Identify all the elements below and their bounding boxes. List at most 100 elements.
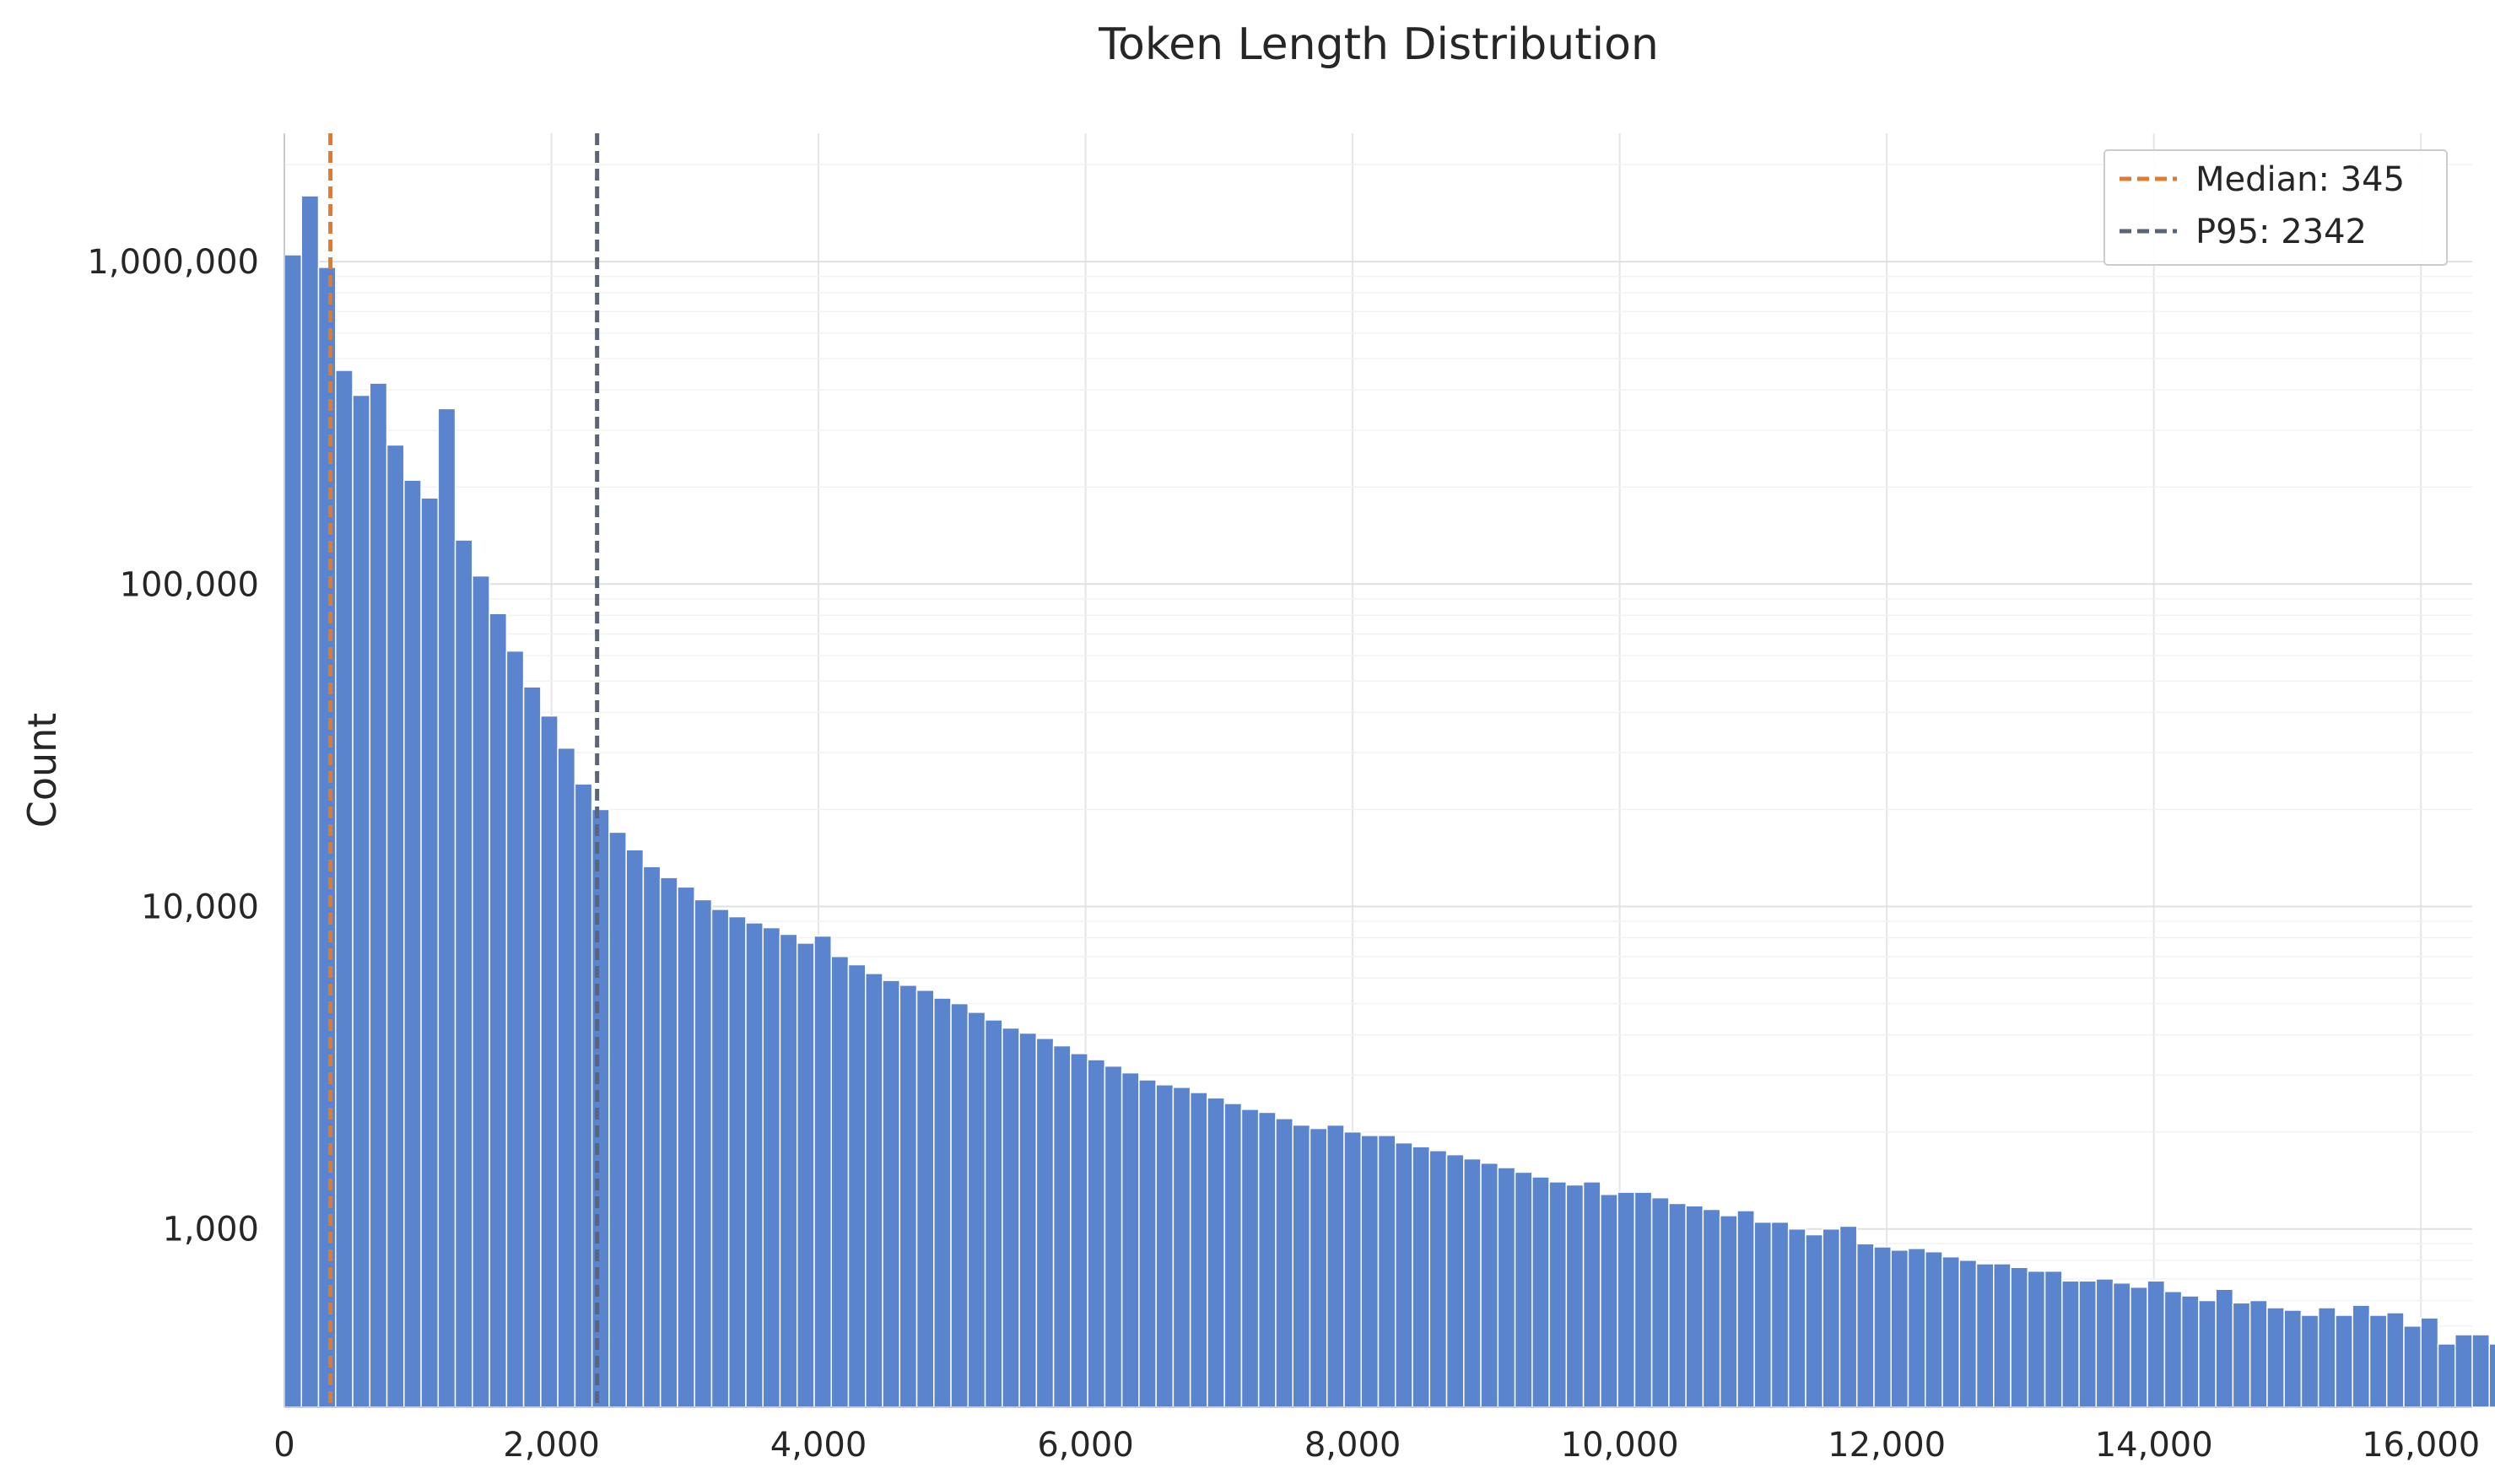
histogram-bar — [505, 650, 525, 1408]
histogram-bar — [557, 747, 576, 1408]
histogram-bar — [1548, 1181, 1568, 1408]
x-tick-label: 8,000 — [1304, 1426, 1401, 1465]
histogram-bar — [677, 886, 695, 1408]
histogram-bar — [2368, 1314, 2388, 1408]
x-tick-label: 12,000 — [1828, 1426, 1946, 1465]
histogram-bar — [1155, 1084, 1175, 1408]
histogram-bar — [1360, 1135, 1380, 1408]
histogram-bar — [2163, 1291, 2183, 1408]
histogram-bar — [437, 407, 456, 1408]
y-tick-label: 1,000 — [162, 1211, 259, 1249]
histogram-bar — [1941, 1255, 1961, 1408]
histogram-bar — [2352, 1304, 2371, 1408]
histogram-bar — [2044, 1270, 2063, 1408]
chart-title: Token Length Distribution — [1098, 19, 1659, 70]
histogram-bar — [1873, 1246, 1892, 1408]
histogram-bar — [2095, 1278, 2114, 1408]
histogram-bar — [1600, 1193, 1618, 1408]
legend-label: Median: 345 — [2195, 160, 2405, 199]
histogram-bar — [608, 831, 627, 1408]
histogram-bar — [2385, 1312, 2405, 1408]
histogram-bar — [830, 955, 850, 1408]
histogram-bar — [2420, 1317, 2439, 1408]
histogram-bar — [1326, 1124, 1345, 1408]
histogram-bar — [1805, 1233, 1823, 1408]
histogram-bar — [1855, 1243, 1875, 1408]
histogram-bar — [762, 926, 781, 1408]
histogram-bar — [659, 877, 678, 1408]
x-tick-label: 0 — [273, 1426, 294, 1465]
histogram-bar — [882, 979, 901, 1408]
histogram-bar — [1787, 1228, 1806, 1408]
histogram-bar — [454, 539, 473, 1408]
histogram-bar — [1650, 1196, 1670, 1408]
histogram-bar — [1070, 1053, 1088, 1408]
histogram-bar — [420, 497, 440, 1408]
histogram-bar — [1223, 1103, 1243, 1408]
histogram-bar — [1207, 1097, 1225, 1408]
histogram-bar — [540, 715, 559, 1408]
histogram-bar — [1958, 1259, 1978, 1408]
histogram-bar — [2249, 1299, 2268, 1408]
histogram-bar — [574, 783, 593, 1408]
histogram-bar — [522, 686, 542, 1408]
histogram-bar — [1719, 1215, 1738, 1408]
histogram-bar — [300, 195, 320, 1408]
histogram-bar — [1463, 1158, 1482, 1408]
legend-label: P95: 2342 — [2195, 213, 2367, 251]
y-tick-labels: 1,000 10,000 100,000 1,000,000 — [87, 243, 259, 1249]
x-tick-labels: 0 2,000 4,000 6,000 8,000 10,000 12,000 14,000 1… — [273, 1426, 2480, 1465]
histogram-bar — [2010, 1266, 2029, 1408]
histogram-bar — [2130, 1286, 2148, 1408]
histogram-bar — [1343, 1131, 1362, 1408]
bars — [284, 195, 2495, 1408]
histogram-bar — [1087, 1059, 1106, 1408]
histogram-bar — [1018, 1032, 1038, 1408]
histogram-bar — [1685, 1205, 1704, 1408]
x-tick-label: 6,000 — [1037, 1426, 1134, 1465]
histogram-bar — [1480, 1162, 1499, 1408]
histogram-bar — [1121, 1071, 1140, 1408]
histogram-bar — [1753, 1221, 1773, 1408]
histogram-bar — [1993, 1263, 2012, 1408]
histogram-bar — [2437, 1343, 2456, 1408]
histogram-bar — [2403, 1325, 2422, 1408]
histogram-bar — [933, 997, 952, 1408]
histogram-bar — [1275, 1118, 1293, 1408]
histogram-bar — [779, 933, 798, 1408]
histogram-bar — [1822, 1228, 1841, 1408]
histogram-bar — [1309, 1127, 1328, 1408]
histogram-bar — [967, 1012, 986, 1408]
histogram-bar — [352, 394, 371, 1408]
histogram-bar — [1736, 1210, 1755, 1408]
histogram-bar — [2078, 1280, 2098, 1408]
histogram-bar — [386, 444, 405, 1408]
histogram-bar — [1514, 1171, 1533, 1408]
histogram-bar — [2027, 1270, 2046, 1408]
histogram-bar — [403, 479, 422, 1408]
histogram-bar — [813, 935, 832, 1408]
histogram-bar — [2180, 1295, 2200, 1408]
histogram-bar — [796, 942, 815, 1408]
histogram-bar — [2147, 1280, 2166, 1408]
histogram-bar — [865, 973, 883, 1408]
histogram-bar — [1975, 1263, 1995, 1408]
histogram-bar — [2317, 1307, 2336, 1408]
histogram-bar — [2300, 1314, 2319, 1408]
histogram-bar — [694, 898, 713, 1408]
histogram-bar — [369, 382, 388, 1408]
y-tick-label: 1,000,000 — [87, 243, 259, 282]
histogram-bar — [2283, 1309, 2303, 1408]
histogram-bar — [1172, 1087, 1191, 1408]
histogram-bar — [317, 267, 337, 1408]
histogram-bar — [1189, 1092, 1208, 1408]
x-tick-label: 10,000 — [1561, 1426, 1679, 1465]
histogram-bar — [1668, 1202, 1687, 1408]
histogram-bar — [1770, 1221, 1790, 1408]
histogram-bar — [950, 1002, 969, 1408]
histogram-bar — [1395, 1141, 1413, 1408]
histogram-bar — [1582, 1181, 1601, 1408]
histogram-bar — [2488, 1343, 2495, 1408]
histogram-bar — [1292, 1124, 1311, 1408]
